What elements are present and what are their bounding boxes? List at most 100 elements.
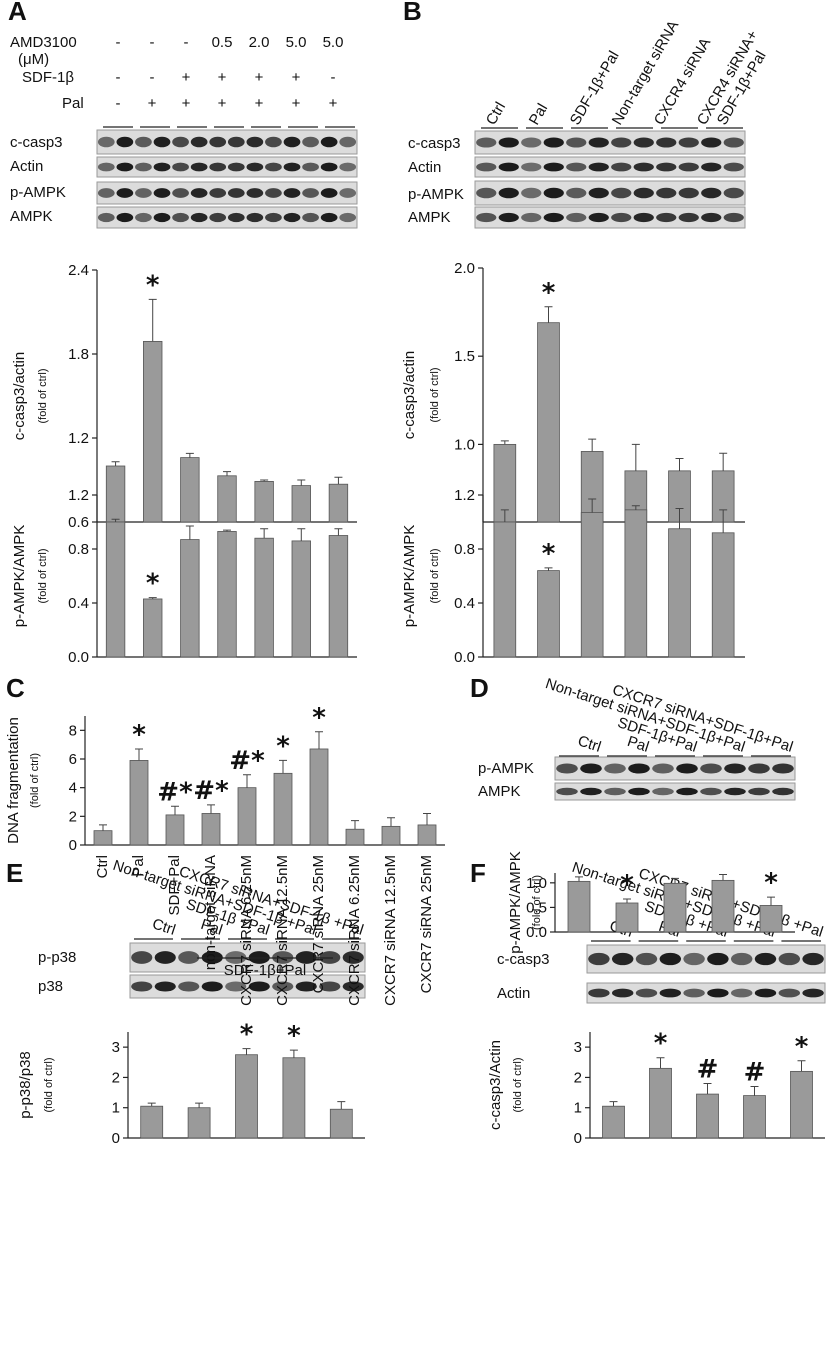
significance-mark: * [620, 870, 634, 900]
error-bar [500, 440, 509, 445]
error-bar [111, 461, 120, 466]
x-tick-label: SDF+Pal [166, 855, 183, 915]
error-bar [111, 518, 120, 522]
blot-band [319, 981, 341, 992]
blot [129, 974, 366, 999]
blot-band [656, 162, 677, 172]
error-bar [675, 458, 684, 471]
y-axis-sub: (fold of ctrl) [37, 548, 49, 603]
bar [180, 457, 200, 523]
blot-band [543, 162, 564, 172]
blot-band [209, 136, 227, 148]
bar [381, 825, 401, 846]
x-tick-label: Ctrl [94, 855, 111, 878]
y-tick-label: 2.4 [68, 262, 89, 279]
x-tick-label: non-target siRNA [202, 855, 219, 970]
blot-band [154, 981, 176, 992]
blot-band [131, 951, 153, 964]
blot-band [700, 763, 722, 774]
error-bar [242, 1048, 251, 1055]
blot-band [724, 763, 746, 774]
blot-band [633, 137, 654, 148]
blot-band [611, 952, 634, 966]
blot-band [302, 212, 319, 223]
blot-band [265, 136, 282, 148]
blot-band [556, 763, 578, 774]
treatment-name: Pal [62, 95, 84, 112]
panel-letter: E [6, 858, 23, 888]
blot-band [272, 981, 294, 992]
blot-band [701, 187, 722, 199]
blot-band [748, 763, 770, 774]
y-tick-label: 1.2 [68, 430, 89, 447]
blot-band [580, 763, 602, 774]
blot-band [659, 952, 682, 966]
y-axis-sub: (fold of ctrl) [37, 368, 49, 423]
error-bar [544, 306, 553, 323]
blot-band [521, 187, 542, 199]
blot-band [97, 162, 115, 172]
error-bar [575, 876, 583, 882]
blot [554, 782, 796, 801]
bar [282, 1057, 306, 1139]
blot-band [320, 212, 338, 223]
blot-band [116, 212, 134, 223]
error-bar [297, 528, 306, 541]
error-bar [719, 509, 728, 533]
blot-band [628, 763, 650, 774]
error-bar [703, 1082, 712, 1095]
y-tick-label: 1.2 [454, 487, 475, 504]
blot-band [566, 212, 587, 223]
blot-band [588, 952, 610, 966]
error-bar [297, 479, 306, 486]
blot-band [611, 212, 632, 223]
error-bar [195, 1102, 204, 1108]
blot-band [748, 787, 770, 796]
blot-band [604, 787, 626, 796]
blot-band [476, 137, 497, 148]
blot-band [153, 162, 171, 172]
bar [273, 772, 293, 846]
y-tick-label: 6 [69, 751, 77, 768]
error-bar [148, 298, 157, 342]
blot-band [772, 763, 794, 774]
blot-band [633, 162, 654, 172]
lane-label: Pal [199, 916, 225, 939]
blot-band [116, 188, 134, 198]
bar [328, 535, 349, 658]
blot-band [678, 137, 699, 148]
y-tick-label: 8 [69, 722, 77, 739]
error-bar [243, 774, 251, 788]
blot-band [135, 136, 152, 148]
significance-mark: * [276, 731, 290, 761]
error-bar [675, 508, 684, 529]
error-bar [609, 1101, 618, 1107]
blot-band [265, 212, 282, 223]
y-tick-label: 4 [69, 780, 77, 797]
bar [237, 787, 257, 846]
panel-letter: F [470, 858, 486, 888]
treatment-level: + [218, 69, 227, 86]
y-tick-label: 0 [574, 1130, 582, 1147]
blot-band [683, 988, 705, 998]
blot-band [730, 952, 753, 966]
lane-label: Ctrl [150, 915, 177, 938]
blot-band [339, 212, 357, 223]
x-tick-label: CXCR7 siRNA 6.25nM [238, 855, 255, 1006]
y-tick-label: 2 [112, 1069, 120, 1086]
y-tick-label: 0.0 [454, 649, 475, 666]
y-tick-label: 1 [112, 1100, 120, 1117]
blot-band [588, 187, 609, 199]
bar [615, 902, 639, 933]
bar [291, 540, 311, 658]
bar [105, 465, 126, 523]
treatment-level: + [292, 95, 301, 112]
significance-mark: * [312, 703, 326, 733]
blot-band [588, 988, 610, 998]
treatment-level: - [150, 69, 155, 86]
bar [580, 512, 604, 658]
blot-band [246, 212, 264, 223]
treatment-level: 5.0 [323, 34, 344, 51]
blot-band [227, 136, 245, 148]
